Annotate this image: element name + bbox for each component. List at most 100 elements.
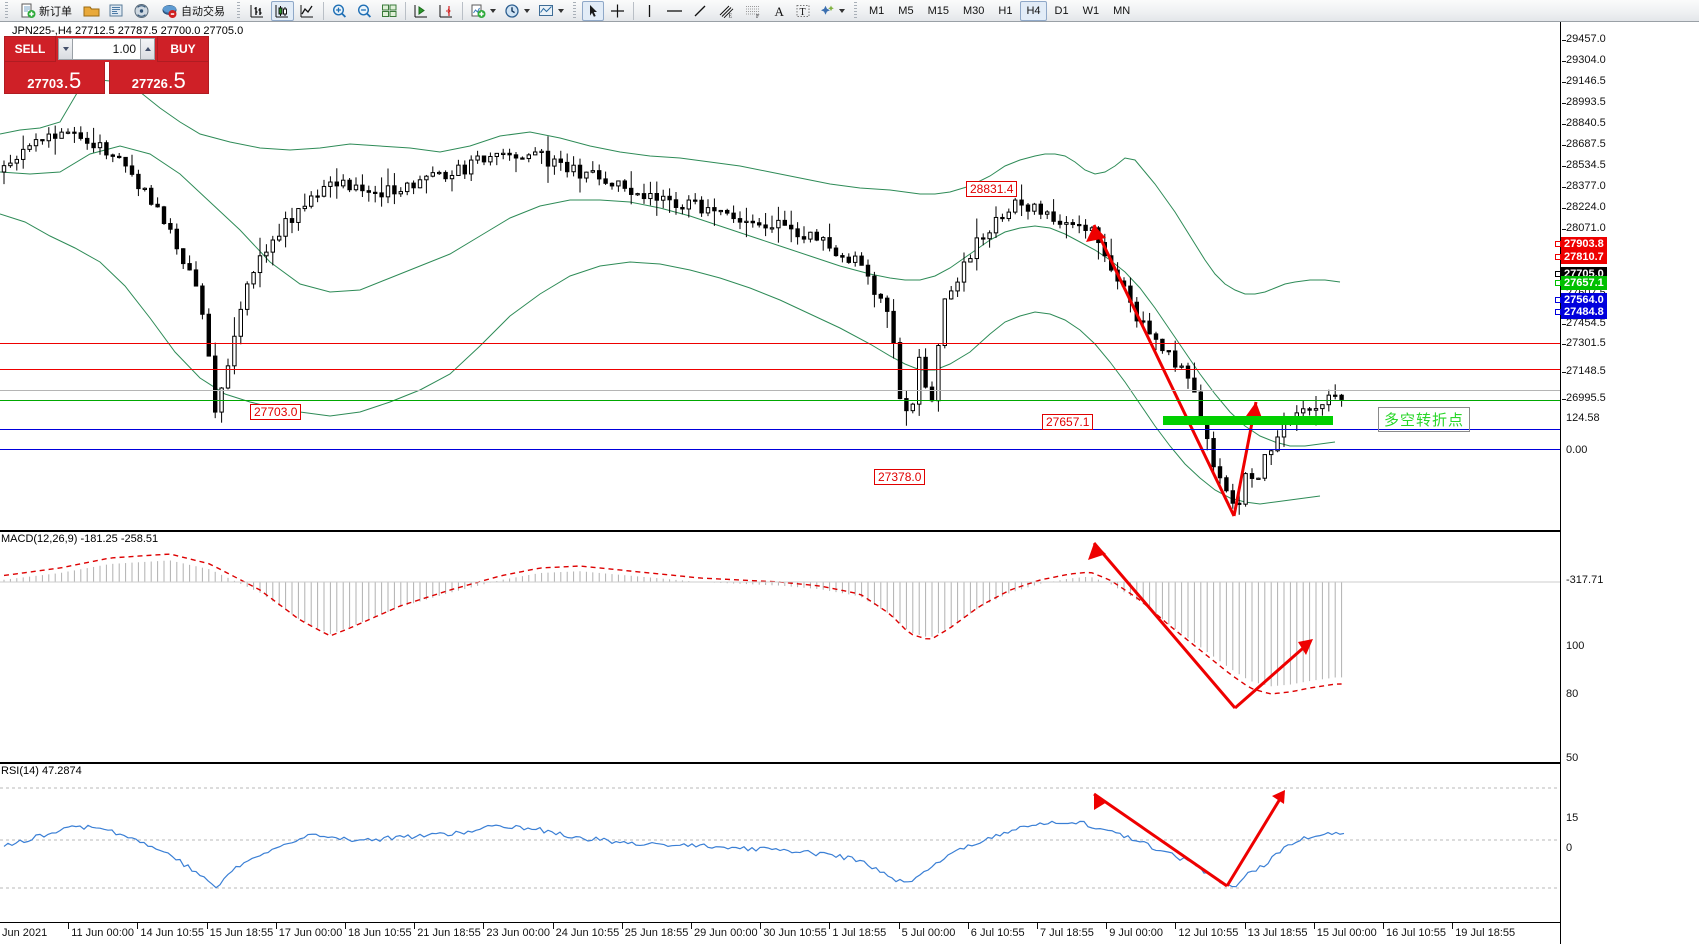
crosshair-icon[interactable]	[606, 1, 629, 21]
price-axis-badge[interactable]: 27657.1	[1561, 276, 1607, 290]
sell-button[interactable]: SELL	[4, 36, 56, 62]
tile-windows-icon[interactable]	[378, 1, 401, 21]
volume-input[interactable]: 1.00	[73, 38, 140, 60]
volume-increment-button[interactable]	[140, 38, 155, 60]
study-line-27810[interactable]	[0, 369, 1560, 370]
price-axis-tick: 26995.5	[1562, 392, 1606, 404]
time-axis-label: 23 Jun 00:00	[486, 927, 551, 939]
chart-shift-icon[interactable]	[435, 1, 458, 21]
macd-pane[interactable]: MACD(12,26,9) -181.25 -258.51	[0, 532, 1560, 730]
bar-chart-icon[interactable]	[246, 1, 269, 21]
tick-dash	[1562, 124, 1566, 125]
price-axis[interactable]: 29457.0 29304.0 29146.5 28993.5 28840.5 28687…	[1555, 22, 1699, 944]
study-line-handle[interactable]	[1555, 271, 1561, 277]
toolbar-grip-2[interactable]	[235, 1, 242, 20]
volume-control[interactable]: 1.00	[56, 36, 157, 62]
price-tag-27378[interactable]: 27378.0	[874, 469, 926, 485]
time-axis-label: 25 Jun 18:55	[624, 927, 689, 939]
study-line-27484[interactable]	[0, 449, 1560, 450]
study-line-handle[interactable]	[1555, 297, 1561, 303]
price-axis-badge[interactable]: 27810.7	[1561, 250, 1607, 264]
timeframe-h1[interactable]: H1	[992, 1, 1018, 21]
text-icon[interactable]: A	[768, 1, 790, 21]
autotrade-button[interactable]: 自动交易	[155, 1, 231, 21]
timeframe-m5-label: M5	[898, 4, 914, 17]
horizontal-line-icon[interactable]	[662, 1, 687, 21]
time-axis-label: 16 Jul 10:55	[1386, 927, 1446, 939]
toolbar-grip-4[interactable]	[852, 1, 859, 20]
rsi-pane[interactable]: RSI(14) 47.2874	[0, 764, 1560, 922]
price-axis-tick: 29304.0	[1562, 54, 1606, 66]
zoom-in-icon[interactable]	[328, 1, 351, 21]
timeframe-w1[interactable]: W1	[1077, 1, 1106, 21]
new-order-button[interactable]: 新订单	[14, 1, 78, 21]
add-indicator-icon[interactable]	[467, 1, 499, 21]
templates-icon[interactable]	[535, 1, 567, 21]
study-line-handle[interactable]	[1555, 280, 1561, 286]
study-line-27657[interactable]	[0, 400, 1560, 401]
price-axis-badge[interactable]: 27903.8	[1561, 237, 1607, 251]
turning-point-note[interactable]: 多空转折点	[1378, 407, 1471, 432]
sell-price[interactable]: 27703 . 5	[4, 62, 105, 94]
price-tag-28831[interactable]: 28831.4	[966, 181, 1018, 197]
auto-scroll-icon[interactable]	[410, 1, 433, 21]
study-line-27705[interactable]	[0, 390, 1560, 391]
timeframe-m5[interactable]: M5	[892, 1, 919, 21]
price-axis-tick: 28687.5	[1562, 138, 1606, 150]
chevron-down-icon-4[interactable]	[839, 8, 845, 13]
chevron-down-icon[interactable]	[490, 8, 496, 13]
rsi-arrows[interactable]	[0, 764, 1560, 922]
price-axis-badge[interactable]: 27564.0	[1561, 293, 1607, 307]
time-axis[interactable]: Jun 2021 11 Jun 00:00 14 Jun 10:55 15 Jun 1…	[0, 922, 1560, 944]
price-pane[interactable]: 28831.4 27703.0 27657.1 27378.0 27037.9 …	[0, 22, 1560, 530]
chevron-down-icon-2[interactable]	[524, 8, 530, 13]
price-tag-27703[interactable]: 27703.0	[250, 404, 302, 420]
timeframe-h4[interactable]: H4	[1020, 0, 1047, 21]
periods-clock-icon[interactable]	[501, 1, 533, 21]
study-line-handle[interactable]	[1555, 241, 1561, 247]
trendline-icon[interactable]	[689, 1, 712, 21]
study-line-27564[interactable]	[0, 429, 1560, 430]
signal-button[interactable]	[130, 1, 153, 21]
zoom-out-icon[interactable]	[353, 1, 376, 21]
price-pane-arrows[interactable]	[0, 22, 1560, 530]
study-line-handle[interactable]	[1555, 254, 1561, 260]
text-label-icon[interactable]: T	[792, 1, 814, 21]
timeframe-m30[interactable]: M30	[957, 1, 990, 21]
vertical-line-icon[interactable]	[638, 1, 660, 21]
buy-button[interactable]: BUY	[157, 36, 209, 62]
fibonacci-retracement-icon[interactable]: F	[741, 1, 766, 21]
study-line-27903[interactable]	[0, 343, 1560, 344]
buy-price-sep: .	[168, 76, 173, 91]
timeframe-d1[interactable]: D1	[1049, 1, 1075, 21]
chevron-down-icon-3[interactable]	[558, 8, 564, 13]
line-chart-icon[interactable]	[296, 1, 319, 21]
trade-panel-top-row: SELL 1.00 BUY	[4, 36, 209, 62]
tick-dash	[1562, 324, 1566, 325]
study-line-handle[interactable]	[1555, 309, 1561, 315]
sell-label: SELL	[14, 42, 46, 56]
folder-button[interactable]	[80, 1, 103, 21]
volume-decrement-button[interactable]	[58, 38, 73, 60]
one-click-trading-panel[interactable]: SELL 1.00 BUY 27703 . 5	[4, 36, 209, 94]
timeframe-m15[interactable]: M15	[922, 1, 955, 21]
tick-dash	[1562, 399, 1566, 400]
news-button[interactable]	[105, 1, 128, 21]
price-axis-badge[interactable]: 27484.8	[1561, 305, 1607, 319]
support-zone-bar[interactable]	[1163, 416, 1333, 425]
cursor-arrow-icon[interactable]	[582, 0, 604, 21]
shapes-icon[interactable]	[816, 1, 848, 21]
tick-dash	[1562, 40, 1566, 41]
rsi-axis-tick: 15	[1566, 812, 1579, 824]
timeframe-m1[interactable]: M1	[863, 1, 890, 21]
macd-series	[0, 553, 1560, 695]
timeframe-mn[interactable]: MN	[1107, 1, 1136, 21]
chart-stage[interactable]: JPN225-,H4 27712.5 27787.5 27700.0 27705…	[0, 22, 1699, 944]
toolbar-grip[interactable]	[3, 1, 10, 20]
macd-arrows[interactable]	[0, 532, 1560, 730]
buy-price[interactable]: 27726 . 5	[108, 62, 209, 94]
toolbar-grip-3[interactable]	[571, 1, 578, 20]
price-tag-27657[interactable]: 27657.1	[1042, 414, 1094, 430]
equidistant-channel-icon[interactable]: E	[714, 1, 739, 21]
candlestick-chart-icon[interactable]	[271, 0, 294, 21]
